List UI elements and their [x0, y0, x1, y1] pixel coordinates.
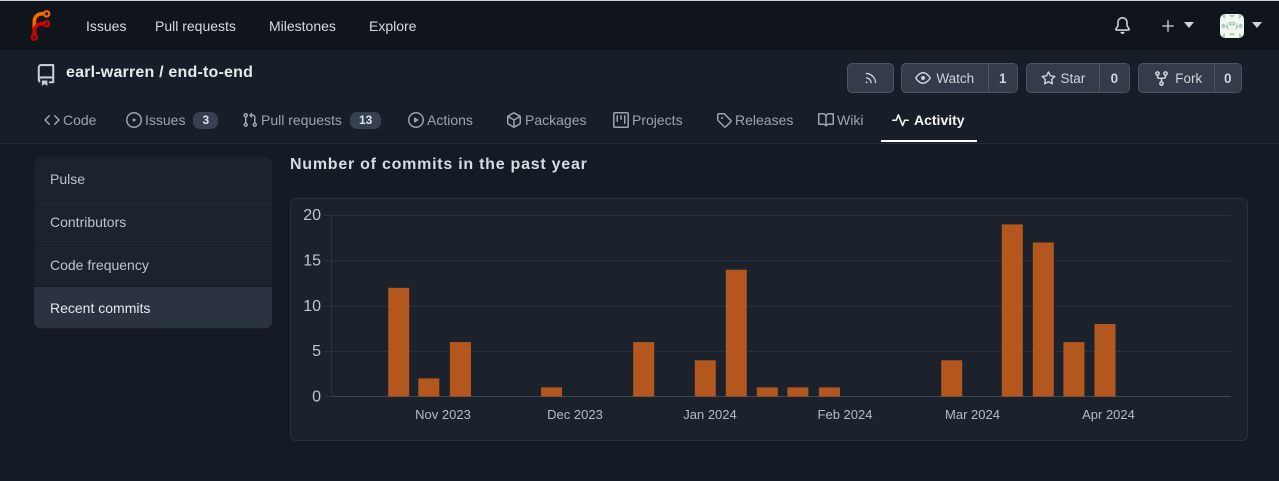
svg-text:Nov 2023: Nov 2023 — [415, 407, 471, 422]
svg-text:0: 0 — [312, 388, 321, 405]
svg-text:10: 10 — [303, 298, 321, 315]
svg-text:5: 5 — [312, 343, 321, 360]
svg-text:Jan 2024: Jan 2024 — [683, 407, 737, 422]
svg-text:15: 15 — [303, 253, 321, 270]
svg-text:Feb 2024: Feb 2024 — [818, 407, 873, 422]
svg-text:Dec 2023: Dec 2023 — [547, 407, 603, 422]
svg-text:Mar 2024: Mar 2024 — [945, 407, 1000, 422]
svg-text:Apr 2024: Apr 2024 — [1082, 407, 1135, 422]
svg-text:20: 20 — [303, 207, 321, 224]
